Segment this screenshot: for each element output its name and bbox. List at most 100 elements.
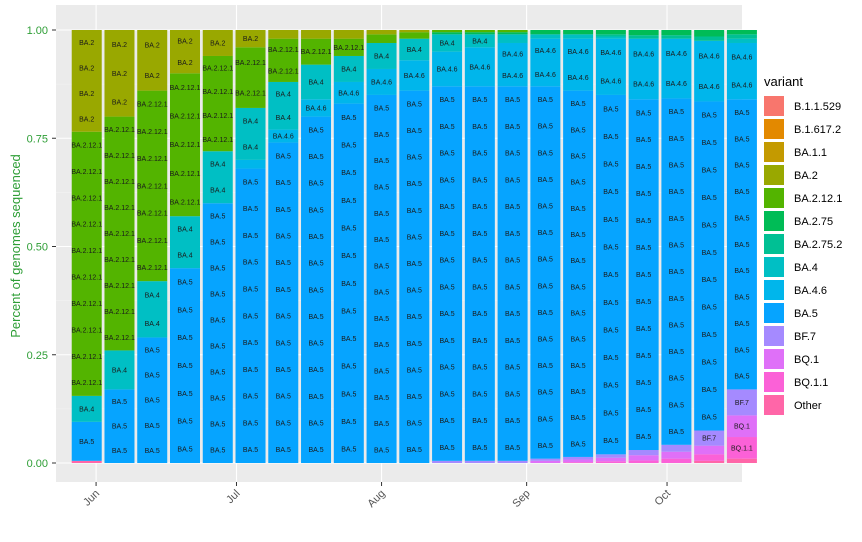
segment-label: BA.5 [603,355,618,362]
legend-label: BA.1.1 [794,147,827,159]
segment-label: BA.5 [538,283,553,290]
segment-label: BA.2 [145,73,160,80]
segment-label: BA.4 [210,162,225,169]
segment-label: BA.5 [276,367,291,374]
segment-label: BA.5 [276,207,291,214]
bar-segment-ba-2-12-1 [104,116,135,351]
bar-segment-ba-4 [497,34,528,43]
segment-label: BA.5 [669,163,684,170]
bar-segment-bf-7 [497,460,528,463]
segment-label: BA.5 [276,340,291,347]
segment-label: BA.5 [505,284,520,291]
bar-segment-ba-2-75 [563,30,594,35]
bar-segment-bf-7 [726,389,757,416]
segment-label: BA.5 [636,272,651,279]
bar-2022-08-08: BA.5 BA.5 BA.5 BA.5 BA.5 BA.5 BA.5 BA.5 BA.5 BA.5… [399,30,430,464]
segment-label: BA.4 [210,188,225,195]
segment-label: BA.2.12.1 [104,179,135,186]
bar-segment-ba-2-75-2 [661,35,692,39]
segment-label: BA.4.6 [731,83,752,90]
segment-label: BA.5 [308,154,323,161]
segment-label: BA.4 [177,227,192,234]
bar-segment-ba-4 [530,34,561,39]
bar-segment-ba-5 [563,90,594,457]
legend-swatch [764,234,784,254]
segment-label: BA.2.12.1 [170,85,201,92]
bar-segment-other [726,458,757,463]
segment-label: BA.5 [308,181,323,188]
segment-label: BA.5 [636,218,651,225]
segment-label: BA.5 [243,179,258,186]
segment-label: BA.4.6 [371,79,392,86]
segment-label: BA.5 [112,399,127,406]
segment-label: BA.5 [571,206,586,213]
y-tick-label: 0.50 [27,242,48,254]
segment-label: BA.2.12.1 [104,257,135,264]
bar-segment-bf-7 [628,450,659,456]
segment-label: BA.5 [538,203,553,210]
bar-segment-ba-2-75 [694,30,725,37]
segment-label: BA.5 [603,272,618,279]
segment-label: BA.4.6 [699,84,720,91]
segment-label: BA.5 [308,314,323,321]
bar-segment-bq-1-1 [563,462,594,463]
segment-label: BA.4.6 [666,51,687,58]
bar-segment-ba-5 [432,86,463,461]
segment-label: BA.5 [407,234,422,241]
segment-label: BA.2 [79,66,94,73]
bar-segment-ba-2-12-1 [432,30,463,33]
segment-label: BA.5 [669,349,684,356]
segment-label: BA.5 [505,231,520,238]
bar-segment-ba-4 [170,216,200,269]
segment-label: BA.5 [603,162,618,169]
segment-label: BA.5 [505,97,520,104]
segment-label: BA.5 [308,261,323,268]
legend-label: BQ.1 [794,354,819,366]
segment-label: BA.5 [571,389,586,396]
segment-label: BA.5 [571,101,586,108]
segment-label: BA.5 [79,439,94,446]
segment-label: BA.5 [702,332,717,339]
bar-segment-ba-2 [235,30,266,48]
segment-label: BA.5 [472,284,487,291]
segment-label: BA.5 [734,268,749,275]
bar-segment-ba-4-6 [366,68,397,95]
segment-label: BA.5 [734,136,749,143]
segment-label: BA.2.12.1 [202,113,233,120]
segment-label: BA.5 [276,394,291,401]
segment-label: BA.2.12.1 [170,171,201,178]
bar-segment-bf-7 [530,458,561,461]
bar-2022-09-26: BA.5 BA.5 BA.5 BA.5 BA.5 BA.5 BA.5 BA.5 BA.5 BA.5… [628,30,659,463]
bar-2022-10-17: BQ.1.1 BQ.1 BF.7 BA.5 BA.5 BA.5 BA.5 BA.5 BA.5 BA… [726,30,757,463]
segment-label: BA.5 [702,250,717,257]
segment-label: BA.5 [341,253,356,260]
segment-label: BA.2.12.1 [104,205,135,212]
segment-label: BA.5 [603,438,618,445]
legend-swatch [764,96,784,116]
segment-label: BA.5 [374,395,389,402]
segment-label: BA.5 [636,110,651,117]
bar-segment-ba-2-12-1 [202,55,233,152]
segment-label: BA.5 [505,258,520,265]
segment-label: BA.5 [177,391,192,398]
bars-layer: BA.5 BA.4 BA.2.12.1 BA.2.12.1 BA.2.12.1 BA.2.… [71,30,757,464]
segment-label: BA.5 [112,424,127,431]
bar-segment-ba-4 [137,281,168,338]
segment-label: BA.5 [439,338,454,345]
segment-label: BA.5 [407,128,422,135]
segment-label: BA.5 [177,419,192,426]
segment-label: BA.5 [636,191,651,198]
bar-segment-ba-2-12-1 [137,90,168,282]
segment-label: BA.5 [210,266,225,273]
bar-segment-bq-1 [563,459,594,463]
bar-2022-08-15: BA.5 BA.5 BA.5 BA.5 BA.5 BA.5 BA.5 BA.5 BA.5 BA.5… [432,30,463,463]
segment-label: BA.5 [341,447,356,454]
legend-swatch [764,142,784,162]
bar-segment-bq-1-1 [661,458,692,463]
bar-segment-ba-2-12-1 [268,38,299,82]
segment-label: BA.5 [308,207,323,214]
segment-label: BA.2 [112,71,127,78]
segment-label: BA.5 [210,292,225,299]
segment-label: BA.5 [374,132,389,139]
